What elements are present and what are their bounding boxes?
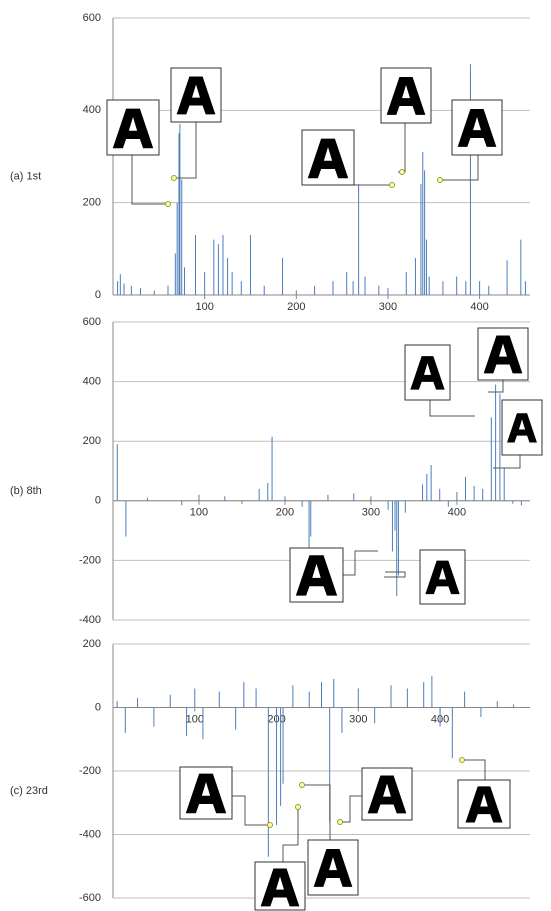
y-tick-label: 600 [83,12,101,24]
x-tick-label: 300 [379,301,397,313]
x-tick-label: 100 [186,713,204,725]
figure: 0 200 400 600 100 200 300 400 (a) 1st -400 -200 0 20… [0,0,551,911]
y-tick-label: 200 [83,638,101,650]
x-tick-label: 400 [448,507,466,519]
glyph-callouts [107,68,542,910]
y-tick-label: 400 [83,376,101,388]
x-tick-label: 200 [287,301,305,313]
y-tick-label: 400 [83,104,101,116]
x-tick-label: 100 [190,507,208,519]
y-tick-label: 200 [83,197,101,209]
x-tick-label: 300 [349,713,367,725]
x-tick-label: 300 [362,507,380,519]
y-tick-label: 0 [95,495,101,507]
y-tick-label: -200 [79,554,101,566]
y-tick-label: 0 [95,701,101,713]
y-tick-label: -200 [79,765,101,777]
y-tick-label: 600 [83,316,101,328]
y-tick-label: -400 [79,828,101,840]
x-tick-label: 200 [276,507,294,519]
chart: 0 200 400 600 100 200 300 400 (a) 1st [10,12,530,313]
y-tick-label: -600 [79,892,101,904]
y-tick-label: -400 [79,614,101,626]
x-tick-label: 100 [195,301,213,313]
panel-label: (c) 23rd [10,785,48,797]
panel-label: (a) 1st [10,170,41,182]
y-tick-label: 0 [95,289,101,301]
panel-label: (b) 8th [10,485,42,497]
y-tick-label: 200 [83,435,101,447]
x-tick-label: 400 [470,301,488,313]
